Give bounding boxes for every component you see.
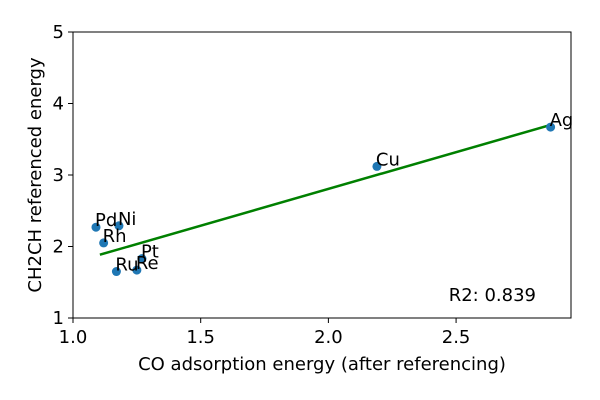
x-axis-ticks: 1.0 1.5 2.0 2.5: [59, 318, 471, 348]
fit-layer: [99, 123, 553, 256]
x-axis-label: CO adsorption energy (after referencing): [138, 354, 506, 375]
y-tick-label: 5: [53, 22, 64, 43]
plot-frame: [72, 31, 572, 319]
x-tick-label: 1.5: [186, 327, 215, 348]
y-tick-label: 4: [53, 94, 64, 115]
point-label-pd: Pd: [95, 210, 117, 231]
point-label-ru: Ru: [115, 255, 138, 276]
y-axis-ticks: 1 2 3 4 5: [53, 22, 73, 329]
data-point-ni: [114, 221, 124, 231]
points-layer: [91, 122, 556, 277]
data-point-rh: [99, 238, 109, 248]
fit-line: [99, 123, 553, 256]
y-tick-label: 1: [53, 308, 64, 329]
data-point-pt: [137, 254, 147, 264]
x-tick-label: 2.0: [314, 327, 343, 348]
data-point-ru: [111, 267, 121, 277]
point-label-rh: Rh: [103, 226, 127, 247]
point-label-re: Re: [136, 253, 159, 274]
data-point-ag: [546, 122, 556, 132]
x-tick-label: 1.0: [59, 327, 88, 348]
point-label-ni: Ni: [118, 209, 136, 230]
point-label-ag: Ag: [550, 110, 574, 131]
data-point-pd: [91, 222, 101, 232]
data-point-cu: [372, 161, 382, 171]
y-tick-label: 3: [53, 165, 64, 186]
y-axis-label: CH2CH referenced energy: [25, 57, 46, 293]
y-tick-label: 2: [53, 237, 64, 258]
r2-annotation: R2: 0.839: [449, 285, 536, 306]
x-tick-label: 2.5: [442, 327, 471, 348]
point-label-cu: Cu: [376, 149, 400, 170]
data-point-re: [132, 265, 142, 275]
point-label-pt: Pt: [141, 242, 159, 263]
